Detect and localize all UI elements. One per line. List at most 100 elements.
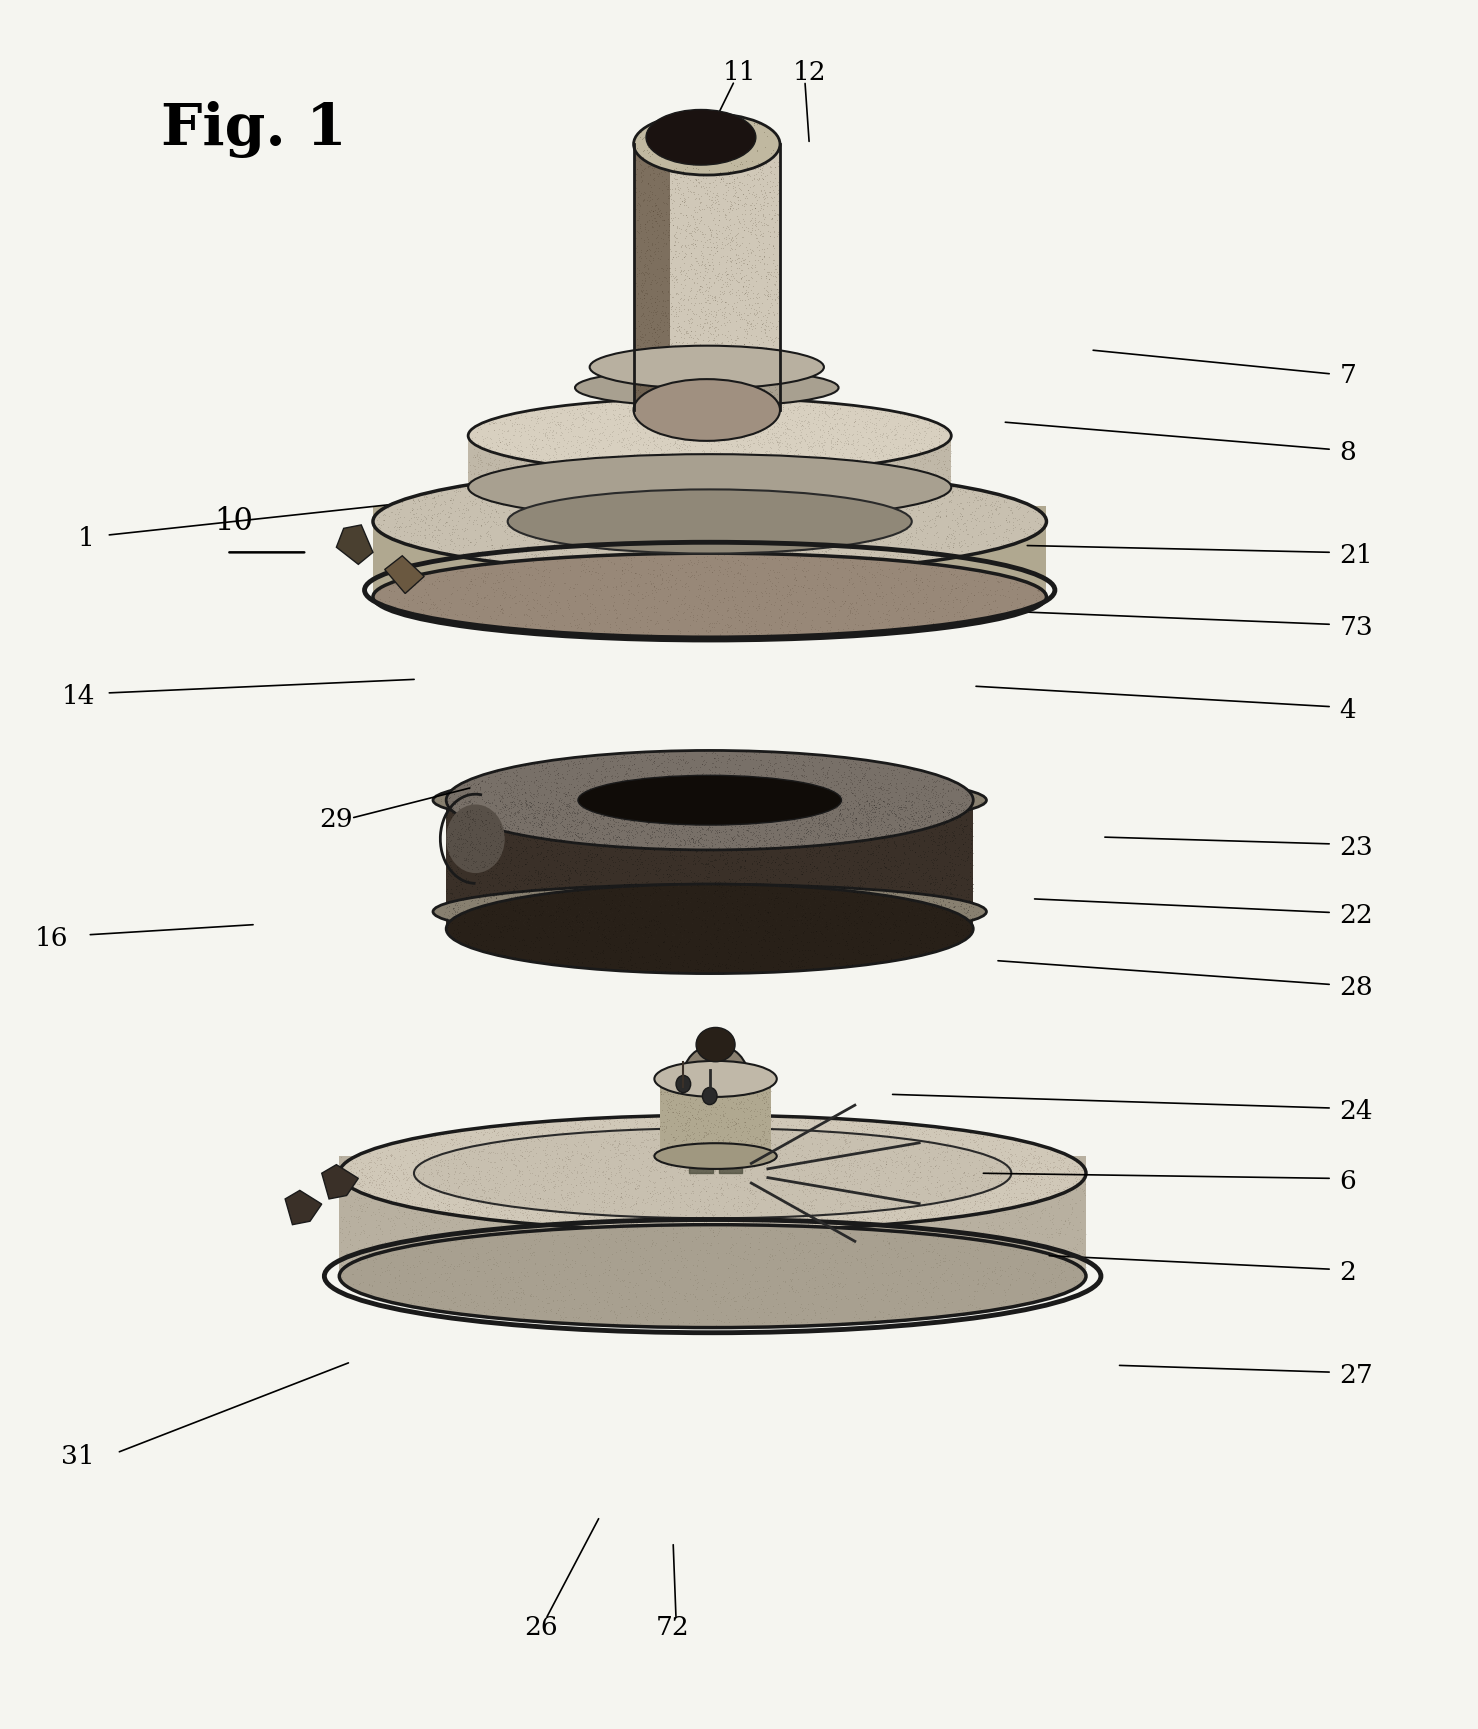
Point [825,425,848,453]
Point [888,1191,912,1219]
Point [662,377,686,405]
Point [806,871,829,899]
Point [1021,1145,1045,1172]
Point [640,788,664,816]
Point [606,1103,630,1131]
Point [622,804,646,832]
Point [500,1146,523,1174]
Point [476,885,500,913]
Point [634,1217,658,1245]
Point [551,1238,575,1266]
Point [814,1217,838,1245]
Point [755,278,779,306]
Point [749,1177,773,1205]
Point [636,1169,659,1196]
Point [738,778,761,806]
Point [738,1214,761,1241]
Point [471,816,495,844]
Point [687,277,711,304]
Point [736,444,760,472]
Point [823,806,847,833]
Point [581,463,605,491]
Point [667,616,690,643]
Point [800,489,823,517]
Point [353,1164,377,1191]
Point [522,1143,545,1171]
Point [491,1153,514,1181]
Point [735,1198,758,1226]
Point [665,171,689,199]
Point [939,1152,962,1179]
Point [442,1179,466,1207]
Point [346,1276,370,1304]
Point [497,1279,520,1307]
Point [940,538,964,565]
Point [454,909,477,937]
Point [683,354,706,382]
Point [1024,505,1048,533]
Point [891,1165,915,1193]
Point [557,792,581,820]
Point [696,233,720,261]
Point [811,769,835,797]
Point [879,792,903,820]
Point [542,892,566,920]
Point [665,164,689,192]
Point [727,901,751,928]
Point [854,408,878,436]
Point [745,297,769,325]
Point [538,823,562,851]
Point [754,906,777,934]
Point [500,788,523,816]
Point [774,545,798,572]
Point [662,187,686,214]
Point [619,1193,643,1221]
Point [671,795,695,823]
Point [698,538,721,565]
Point [930,463,953,491]
Point [792,823,816,851]
Point [743,1122,767,1150]
Point [832,759,856,787]
Point [572,783,596,811]
Point [721,391,745,418]
Point [752,249,776,277]
Point [884,1203,907,1231]
Point [606,934,630,961]
Point [797,870,820,897]
Point [565,909,588,937]
Point [831,864,854,892]
Point [767,446,791,474]
Point [449,797,473,825]
Point [554,821,578,849]
Point [851,804,875,832]
Point [667,341,690,368]
Point [687,137,711,164]
Point [715,470,739,498]
Point [808,595,832,622]
Point [777,451,801,479]
Point [876,517,900,545]
Point [1033,586,1057,614]
Point [539,403,563,431]
Point [785,1155,808,1183]
Point [531,491,554,519]
Point [865,1172,888,1200]
Point [806,1162,829,1190]
Point [643,790,667,818]
Point [816,583,840,610]
Point [800,1169,823,1196]
Point [795,1191,819,1219]
Point [878,778,902,806]
Point [831,444,854,472]
Point [851,764,875,792]
Point [712,354,736,382]
Point [594,783,618,811]
Point [375,1183,399,1210]
Point [928,904,952,932]
Point [423,526,446,553]
Point [764,470,788,498]
Point [980,496,1004,524]
Point [662,392,686,420]
Point [903,429,927,456]
